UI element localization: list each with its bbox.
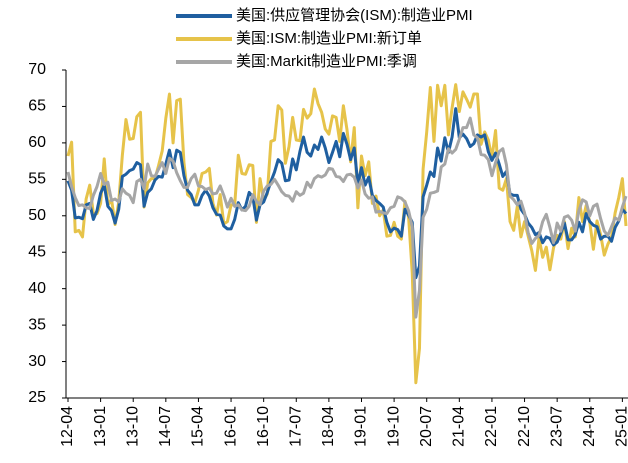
legend-label: 美国:ISM:制造业PMI:新订单 xyxy=(236,30,422,47)
series-line xyxy=(66,116,628,319)
y-tick-label: 60 xyxy=(28,134,46,151)
x-tick-label: 22-10 xyxy=(516,406,533,447)
x-tick-label: 16-01 xyxy=(222,406,239,447)
x-tick-label: 14-07 xyxy=(157,406,174,447)
x-tick-label: 20-07 xyxy=(418,406,435,447)
x-tick-label: 24-04 xyxy=(581,406,598,447)
x-tick-label: 23-07 xyxy=(548,406,565,447)
x-tick-label: 15-04 xyxy=(190,406,207,447)
y-tick-label: 30 xyxy=(28,353,46,370)
x-tick-label: 25-01 xyxy=(614,406,628,447)
legend-label: 美国:供应管理协会(ISM):制造业PMI xyxy=(236,6,473,24)
y-tick-label: 50 xyxy=(28,207,46,224)
x-tick-label: 19-10 xyxy=(385,406,402,447)
x-tick-label: 13-10 xyxy=(124,406,141,447)
y-tick-label: 45 xyxy=(28,243,46,260)
legend: 美国:供应管理协会(ISM):制造业PMI 美国:ISM:制造业PMI:新订单美国… xyxy=(176,6,473,70)
x-tick-label: 21-04 xyxy=(451,406,468,447)
x-tick-label: 22-01 xyxy=(483,406,500,447)
x-tick-label: 13-01 xyxy=(92,406,109,447)
y-tick-label: 65 xyxy=(28,98,46,115)
x-tick-label: 16-10 xyxy=(255,406,272,447)
y-tick-label: 35 xyxy=(28,316,46,333)
series-line xyxy=(66,107,628,280)
x-tick-label: 18-04 xyxy=(320,406,337,447)
legend-label: 美国:Markit制造业PMI:季调 xyxy=(236,53,417,70)
y-tick-label: 55 xyxy=(28,171,46,188)
y-tick-label: 70 xyxy=(28,61,46,78)
x-tick-label: 12-04 xyxy=(59,406,76,447)
series-line xyxy=(66,83,628,385)
x-tick-label: 17-07 xyxy=(287,406,304,447)
y-tick-label: 40 xyxy=(28,280,46,297)
x-tick-label: 19-01 xyxy=(353,406,370,447)
y-tick-label: 25 xyxy=(28,389,46,406)
